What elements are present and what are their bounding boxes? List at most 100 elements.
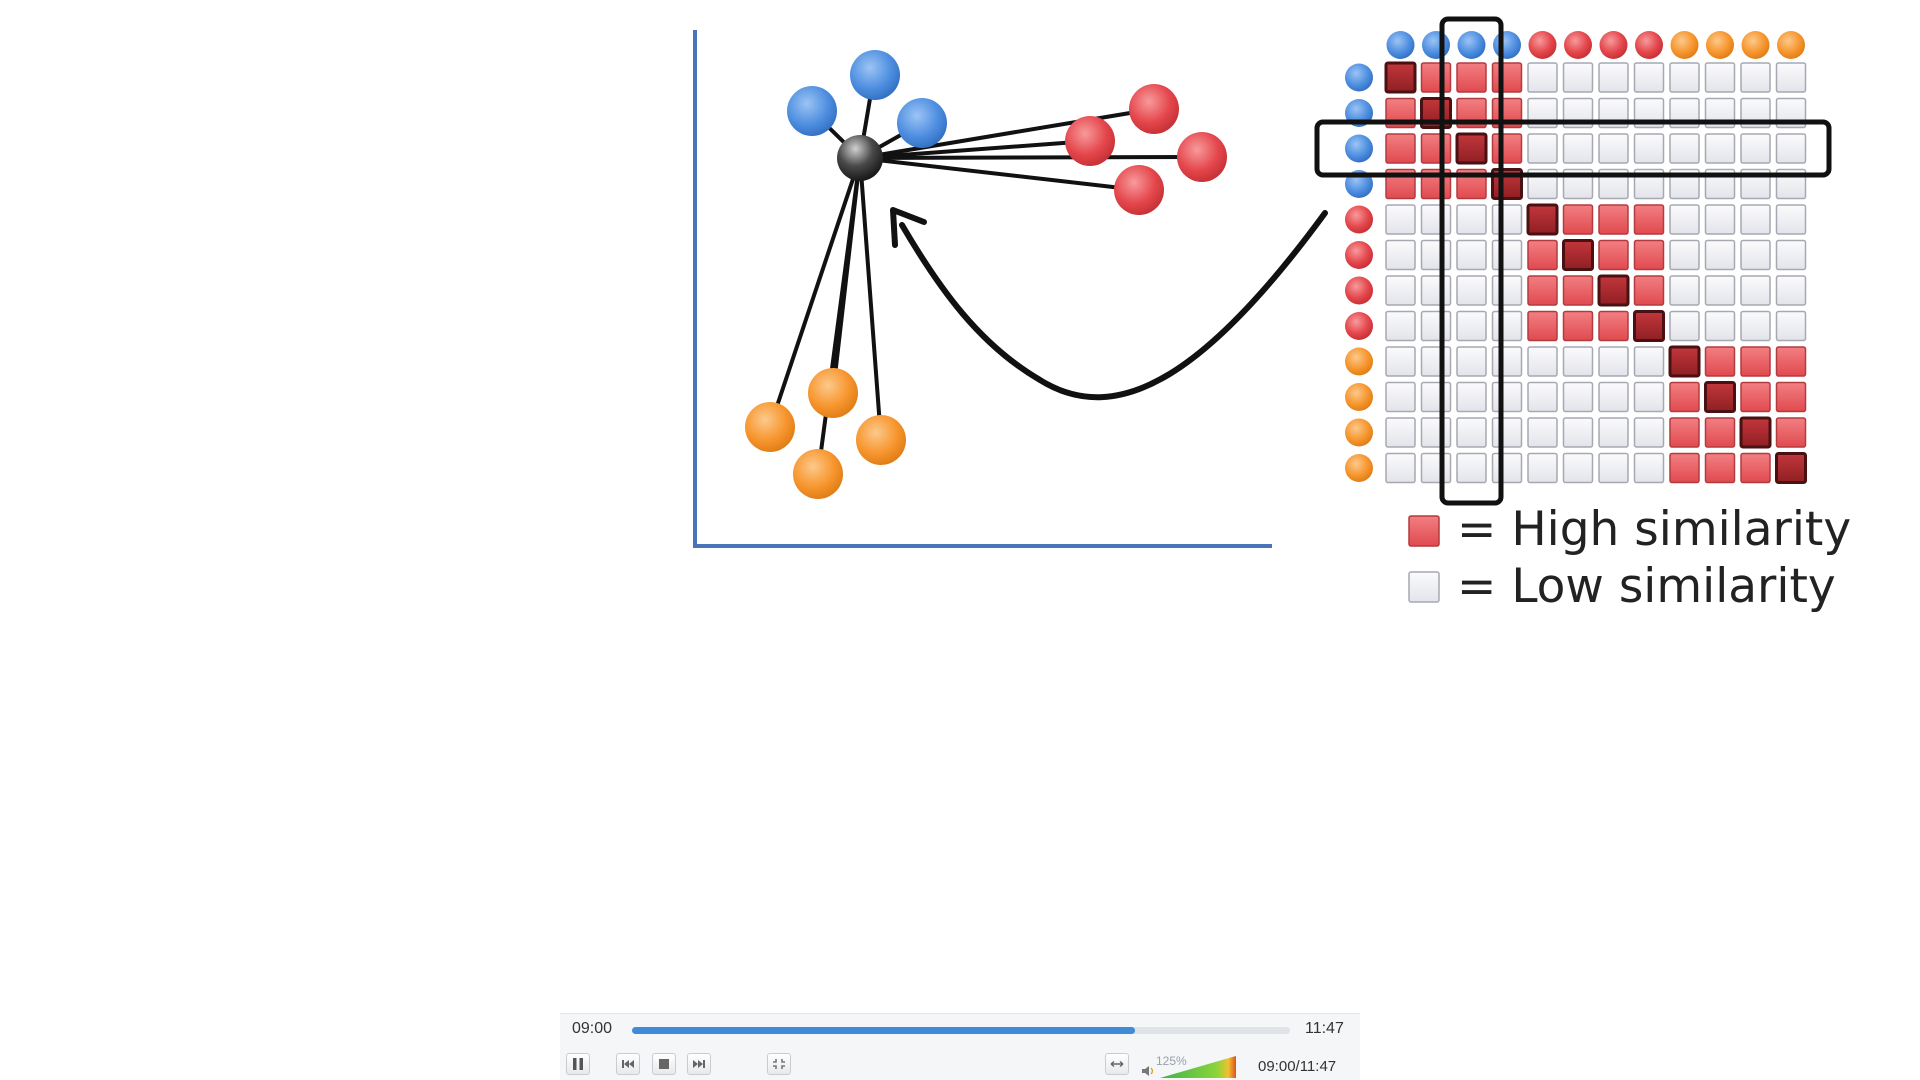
matrix-cell-low [1420, 417, 1452, 448]
matrix-cell-low [1704, 239, 1736, 271]
matrix-cell-low [1775, 133, 1807, 164]
blue-node [787, 86, 837, 136]
aspect-button[interactable] [1105, 1053, 1129, 1075]
matrix-cell-low [1562, 133, 1594, 164]
matrix-cell-diagonal [1384, 61, 1417, 94]
red-node [1114, 165, 1164, 215]
matrix-cell-low [1491, 381, 1523, 413]
matrix-cell-high [1527, 310, 1558, 342]
edge [858, 156, 883, 442]
stop-button[interactable] [652, 1053, 676, 1075]
red-node [1065, 116, 1115, 166]
matrix-cell-low [1491, 275, 1523, 306]
edge [768, 156, 862, 429]
matrix-cell-low [1420, 275, 1452, 306]
matrix-cell-high [1740, 452, 1771, 484]
edge [858, 155, 1204, 160]
pause-button[interactable] [566, 1053, 590, 1075]
matrix-cell-high [1740, 381, 1771, 413]
matrix-cell-low [1456, 239, 1487, 271]
matrix-cell-low [1704, 62, 1736, 93]
matrix-cell-low [1775, 275, 1807, 306]
skip-back-icon [622, 1060, 634, 1068]
legend-low-swatch [1408, 571, 1440, 603]
similarity-matrix [1314, 16, 1832, 506]
matrix-cell-low [1598, 346, 1629, 377]
speaker-icon[interactable] [1140, 1064, 1156, 1078]
graph-edges [768, 73, 1204, 476]
matrix-row-node [1345, 418, 1373, 447]
matrix-cell-low [1562, 62, 1594, 93]
current-time: 09:00 [572, 1020, 613, 1037]
matrix-cell-high [1562, 310, 1594, 342]
matrix-column-node [1599, 31, 1628, 59]
edge [858, 156, 1141, 192]
matrix-cell-low [1633, 62, 1665, 93]
matrix-cell-diagonal [1668, 345, 1701, 378]
matrix-row-node [1345, 134, 1373, 163]
previous-button[interactable] [616, 1053, 640, 1075]
volume-slider[interactable] [1160, 1056, 1236, 1078]
matrix-cell-high [1598, 310, 1629, 342]
matrix-row-node [1345, 205, 1373, 234]
matrix-cell-low [1420, 310, 1452, 342]
matrix-cell-diagonal [1526, 203, 1559, 236]
edge [858, 139, 1092, 160]
matrix-cell-high [1527, 275, 1558, 306]
highlight-column-box [1439, 16, 1504, 506]
matrix-row-node [1345, 241, 1373, 269]
matrix-cell-low [1598, 133, 1629, 164]
matrix-cell-low [1456, 346, 1487, 377]
matrix-cell-high [1633, 204, 1665, 235]
next-button[interactable] [687, 1053, 711, 1075]
matrix-cell-low [1704, 133, 1736, 164]
highlight-row-box [1314, 119, 1832, 178]
matrix-column-node [1564, 31, 1592, 59]
matrix-cell-low [1527, 133, 1558, 164]
matrix-cell-low [1633, 452, 1665, 484]
fullscreen-button[interactable] [767, 1053, 791, 1075]
matrix-cell-low [1420, 381, 1452, 413]
stop-icon [659, 1059, 669, 1069]
matrix-cell-low [1385, 452, 1416, 484]
matrix-row-node [1345, 347, 1373, 376]
matrix-cell-high [1633, 275, 1665, 306]
matrix-column-node [1457, 31, 1486, 59]
legend-high-label: = High similarity [1457, 502, 1851, 557]
matrix-column-node [1422, 31, 1450, 59]
matrix-cell-diagonal [1775, 452, 1807, 484]
matrix-cell-low [1456, 310, 1487, 342]
matrix-cell-low [1598, 417, 1629, 448]
matrix-row-node [1345, 383, 1373, 411]
matrix-cell-low [1385, 204, 1416, 235]
matrix-cell-high [1527, 239, 1558, 271]
matrix-column-node [1635, 31, 1663, 59]
blue-node [897, 98, 947, 148]
matrix-cell-high [1669, 417, 1700, 448]
matrix-cell-low [1562, 417, 1594, 448]
matrix-cell-low [1669, 62, 1700, 93]
matrix-cell-low [1740, 62, 1771, 93]
graph-nodes [745, 50, 1227, 499]
matrix-cell-low [1740, 239, 1771, 271]
matrix-column-node [1741, 31, 1770, 59]
matrix-column-node [1493, 31, 1521, 59]
matrix-column-node [1528, 31, 1557, 59]
matrix-cell-low [1633, 346, 1665, 377]
matrix-cell-low [1562, 381, 1594, 413]
matrix-cell-low [1385, 239, 1416, 271]
time-display: 09:00/11:47 [1258, 1058, 1337, 1075]
seek-bar[interactable] [632, 1027, 1290, 1034]
matrix-cell-low [1420, 239, 1452, 271]
matrix-cell-diagonal [1455, 132, 1488, 165]
matrix-cell-high [1775, 381, 1807, 413]
matrix-cell-low [1491, 310, 1523, 342]
matrix-cell-low [1527, 346, 1558, 377]
total-time: 11:47 [1305, 1020, 1344, 1037]
matrix-cell-diagonal [1633, 310, 1665, 342]
matrix-cell-high [1562, 275, 1594, 306]
matrix-cell-diagonal [1562, 239, 1594, 271]
orange-node [745, 402, 795, 452]
matrix-column-node [1670, 31, 1699, 59]
matrix-column-node [1777, 31, 1805, 59]
